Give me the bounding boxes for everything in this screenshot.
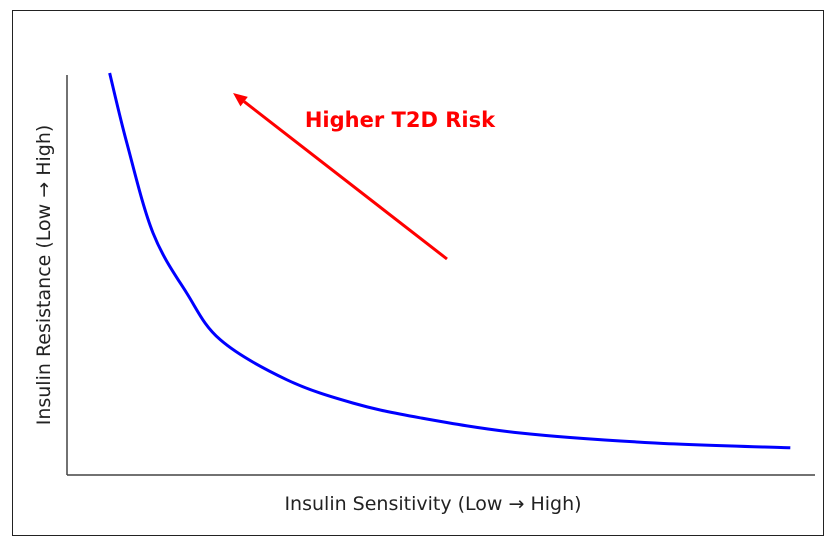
x-axis-label: Insulin Sensitivity (Low → High): [284, 493, 581, 515]
figure-frame: [12, 10, 824, 536]
y-axis-label: Insulin Resistance (Low → High): [33, 125, 55, 426]
series-line: [108, 72, 791, 450]
risk-arrow: [243, 100, 448, 261]
annotation-label: Higher T2D Risk: [305, 108, 496, 132]
risk-arrow-head: [233, 93, 248, 107]
